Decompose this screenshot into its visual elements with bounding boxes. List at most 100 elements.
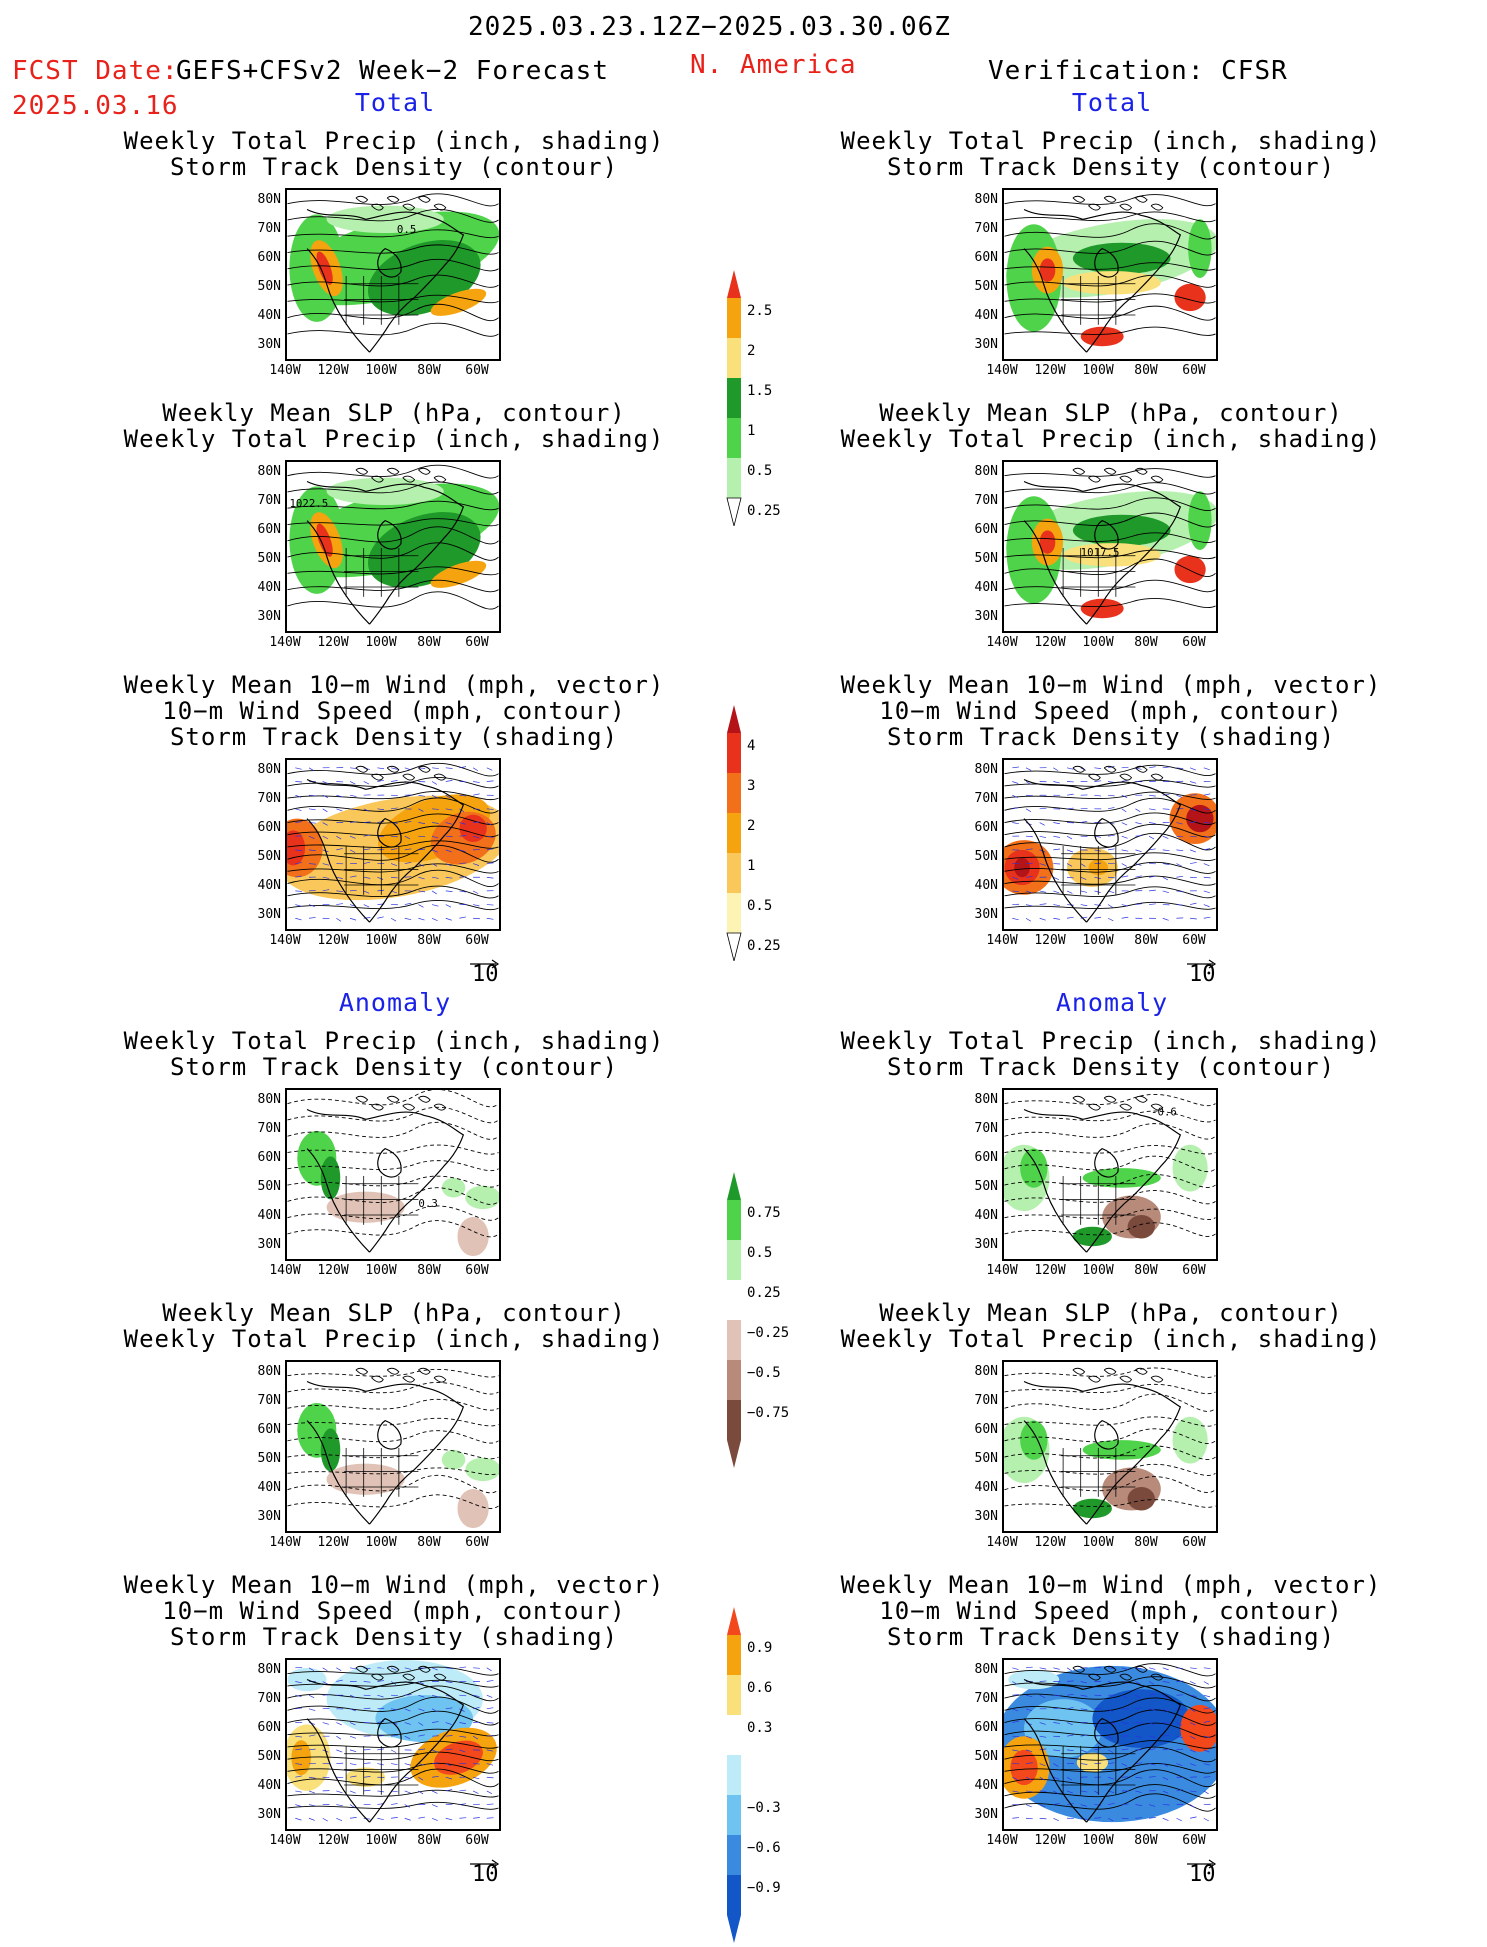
lat-label: 30N	[958, 337, 998, 352]
lat-label: 30N	[241, 1509, 281, 1524]
lat-label: 80N	[241, 192, 281, 207]
lat-label: 80N	[958, 1662, 998, 1677]
fcst-date-value: 2025.03.16	[12, 91, 179, 121]
map-contour-label: 1022.5	[289, 497, 328, 510]
lat-label: 60N	[241, 1422, 281, 1437]
lon-label: 80W	[407, 1833, 451, 1848]
lon-label: 100W	[359, 1535, 403, 1550]
lat-label: 70N	[958, 1393, 998, 1408]
panel-title-line: Storm Track Density (contour)	[811, 154, 1411, 180]
colorbar-tick-label: 4	[747, 738, 755, 754]
lat-label: 60N	[241, 1720, 281, 1735]
panel-title-line: Storm Track Density (contour)	[811, 1054, 1411, 1080]
colorbar-tick-label: 0.75	[747, 1205, 781, 1221]
panel-title-line: Weekly Total Precip (inch, shading)	[94, 128, 694, 154]
lon-label: 60W	[455, 1535, 499, 1550]
colorbar-tick-label: 0.6	[747, 1680, 772, 1696]
lon-label: 100W	[1076, 635, 1120, 650]
lat-label: 40N	[958, 1480, 998, 1495]
map-v-as	[1002, 1360, 1218, 1533]
panel-title-line: Weekly Mean SLP (hPa, contour)	[811, 400, 1411, 426]
lat-label: 40N	[958, 308, 998, 323]
lon-label: 60W	[455, 363, 499, 378]
colorbar-tick-label: 0.5	[747, 898, 772, 914]
panel-title-line: Weekly Total Precip (inch, shading)	[94, 1028, 694, 1054]
lon-label: 80W	[1124, 933, 1168, 948]
colorbar-tick-label: 0.3	[747, 1720, 772, 1736]
lon-label: 80W	[407, 933, 451, 948]
panel-title-line: Storm Track Density (shading)	[811, 1624, 1411, 1650]
lon-label: 100W	[1076, 933, 1120, 948]
lon-label: 120W	[311, 363, 355, 378]
map-v-tw	[1002, 758, 1218, 931]
panel-title-line: Weekly Total Precip (inch, shading)	[94, 426, 694, 452]
lon-label: 100W	[1076, 1833, 1120, 1848]
lon-label: 120W	[311, 933, 355, 948]
colorbar-total_precip	[723, 270, 747, 530]
lat-label: 50N	[241, 1179, 281, 1194]
panel-title-line: 10−m Wind Speed (mph, contour)	[811, 698, 1411, 724]
verification-label: Verification: CFSR	[988, 56, 1288, 86]
vector-ref-label: 10	[472, 1862, 499, 1887]
lon-label: 140W	[980, 635, 1024, 650]
lon-label: 120W	[311, 1535, 355, 1550]
panel-title-line: 10−m Wind Speed (mph, contour)	[94, 698, 694, 724]
colorbar-tick-label: 3	[747, 778, 755, 794]
lat-label: 60N	[958, 1422, 998, 1437]
lat-label: 40N	[958, 1208, 998, 1223]
lon-label: 80W	[1124, 1263, 1168, 1278]
colorbar-tick-label: 1.5	[747, 383, 772, 399]
lat-label: 50N	[958, 1451, 998, 1466]
colorbar-tick-label: 2	[747, 818, 755, 834]
lat-label: 60N	[958, 820, 998, 835]
lon-label: 120W	[311, 635, 355, 650]
lon-label: 60W	[455, 1833, 499, 1848]
lon-label: 140W	[263, 933, 307, 948]
lat-label: 80N	[241, 1092, 281, 1107]
map-contour-label: 0.3	[418, 1197, 437, 1210]
lat-label: 80N	[241, 1364, 281, 1379]
panel-title-line: Weekly Mean SLP (hPa, contour)	[811, 1300, 1411, 1326]
lon-label: 140W	[263, 363, 307, 378]
lon-label: 140W	[980, 933, 1024, 948]
lon-label: 80W	[407, 1263, 451, 1278]
map-f-tw	[285, 758, 501, 931]
panel-title-line: Storm Track Density (shading)	[94, 1624, 694, 1650]
lat-label: 30N	[241, 609, 281, 624]
lon-label: 120W	[1028, 933, 1072, 948]
colorbar-tick-label: −0.9	[747, 1880, 781, 1896]
region-label: N. America	[690, 50, 857, 80]
lat-label: 40N	[958, 1778, 998, 1793]
lat-label: 40N	[241, 308, 281, 323]
lon-label: 100W	[1076, 363, 1120, 378]
panel-title-line: Storm Track Density (contour)	[94, 1054, 694, 1080]
lon-label: 60W	[1172, 635, 1216, 650]
lon-label: 140W	[263, 1833, 307, 1848]
lon-label: 60W	[455, 1263, 499, 1278]
lat-label: 70N	[958, 221, 998, 236]
lon-label: 140W	[263, 1535, 307, 1550]
lat-label: 50N	[241, 1749, 281, 1764]
lon-label: 80W	[407, 363, 451, 378]
lon-label: 120W	[1028, 1833, 1072, 1848]
lat-label: 80N	[958, 192, 998, 207]
lon-label: 120W	[311, 1833, 355, 1848]
map-f-tp: 0.5	[285, 188, 501, 361]
colorbar-tick-label: 0.5	[747, 463, 772, 479]
map-v-ap: -0.6	[1002, 1088, 1218, 1261]
panel-title-line: Storm Track Density (shading)	[94, 724, 694, 750]
lon-label: 140W	[980, 1263, 1024, 1278]
map-v-aw	[1002, 1658, 1218, 1831]
lon-label: 80W	[407, 635, 451, 650]
lat-label: 60N	[958, 250, 998, 265]
lat-label: 80N	[241, 464, 281, 479]
lon-label: 80W	[1124, 1535, 1168, 1550]
colorbar-anom_track	[723, 1607, 747, 1947]
colorbar-tick-label: −0.3	[747, 1800, 781, 1816]
map-contour-label: 1017.5	[1081, 546, 1120, 559]
lon-label: 100W	[359, 1263, 403, 1278]
map-v-tp	[1002, 188, 1218, 361]
lat-label: 40N	[241, 1778, 281, 1793]
lat-label: 40N	[241, 580, 281, 595]
lat-label: 30N	[958, 907, 998, 922]
